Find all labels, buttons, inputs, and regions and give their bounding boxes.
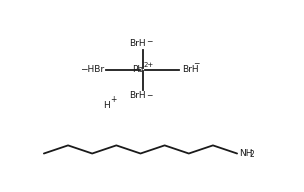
Text: Pb: Pb [132, 65, 143, 74]
Text: BrH: BrH [129, 39, 145, 48]
Text: −HBr: −HBr [80, 65, 104, 74]
Text: −: − [193, 59, 199, 68]
Text: 2: 2 [250, 151, 254, 160]
Text: H: H [103, 101, 110, 110]
Text: −: − [147, 37, 153, 46]
Text: −: − [147, 91, 153, 100]
Text: 2+: 2+ [143, 62, 153, 68]
Text: BrH: BrH [182, 65, 198, 74]
Text: BrH: BrH [129, 91, 145, 100]
Text: NH: NH [239, 149, 252, 158]
Text: +: + [110, 95, 116, 104]
